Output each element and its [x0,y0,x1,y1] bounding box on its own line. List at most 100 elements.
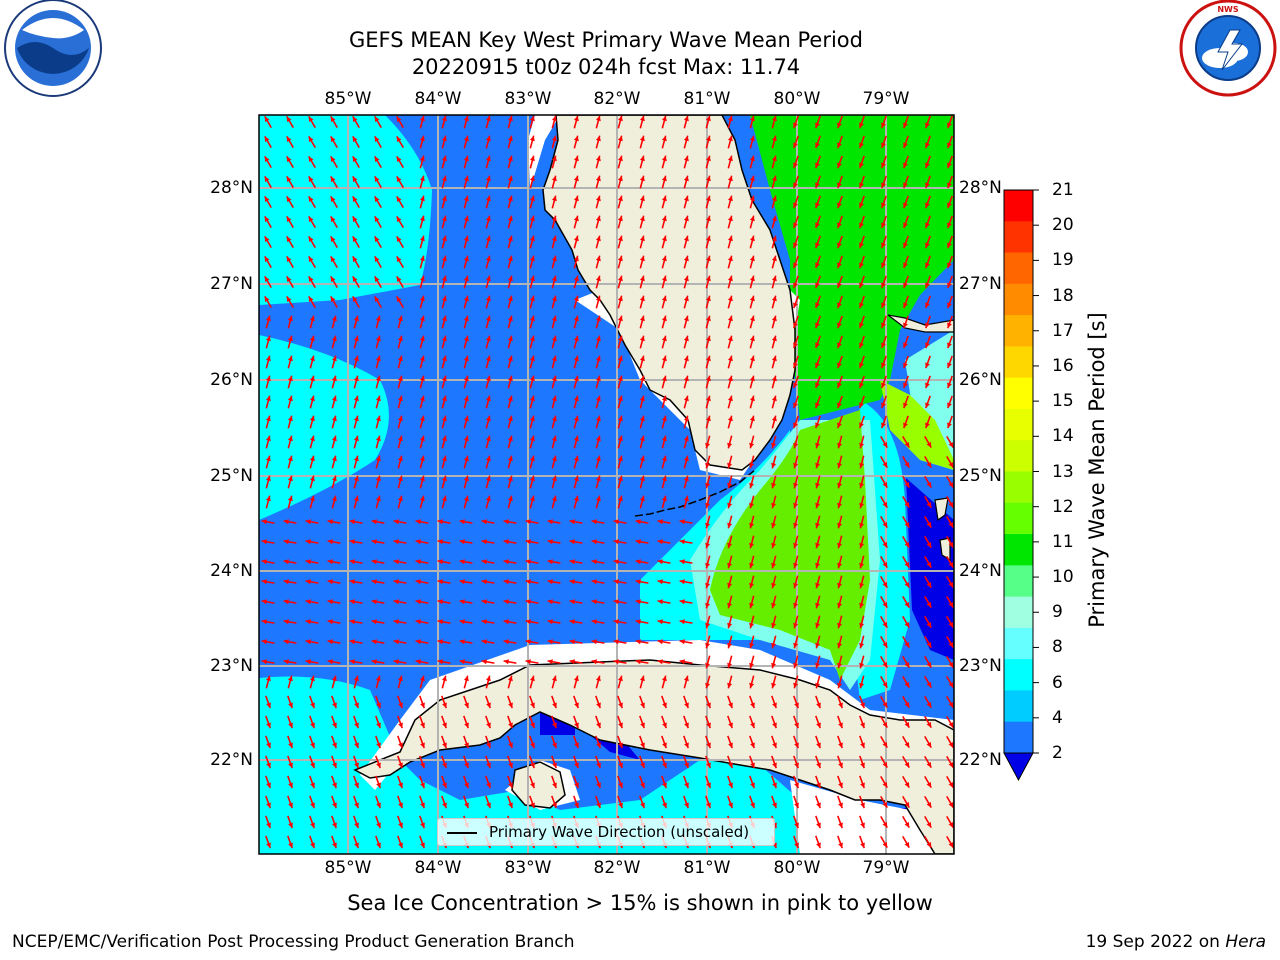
wave-arrow [261,599,275,605]
wave-arrow [727,435,733,449]
wave-arrow [287,835,293,849]
wave-arrow [573,795,579,809]
wave-arrow [880,495,888,509]
wave-arrow [463,415,469,429]
wave-arrow [331,775,337,789]
wave-arrow [771,135,777,149]
wave-arrow [331,355,337,369]
wave-arrow [551,115,557,129]
wave-arrow [481,519,495,525]
wave-arrow [657,639,671,645]
wave-arrow [925,235,931,249]
wave-arrow [283,659,297,665]
wave-arrow [837,735,843,749]
wave-arrow [683,295,689,309]
longitude-label-top: 79°W [862,89,910,109]
wave-arrow [441,315,447,329]
wave-arrow [287,375,293,389]
wave-arrow [661,275,667,289]
wave-arrow [947,175,953,189]
wave-arrow [507,795,513,809]
wave-arrow [657,599,671,605]
wave-arrow [771,615,777,629]
wave-arrow [947,415,953,429]
wave-arrow [396,195,404,209]
wave-arrow [308,215,316,229]
colorbar-tick-label: 19 [1052,250,1074,271]
wave-arrow [657,659,671,665]
wave-arrow [683,735,689,749]
wave-arrow [397,475,403,489]
wave-arrow [661,775,667,789]
wave-arrow [463,355,469,369]
wave-arrow [705,155,711,169]
wave-arrow [503,579,517,585]
wave-arrow [481,559,495,565]
wave-arrow [569,539,583,545]
wave-arrow [793,175,799,189]
wave-arrow [265,455,271,469]
wave-arrow [415,619,429,625]
wave-arrow [507,395,513,409]
wave-arrow [349,599,363,605]
wave-arrow [683,495,689,509]
wave-arrow [261,659,275,665]
wave-arrow [946,635,954,649]
wave-arrow [815,615,821,629]
wave-arrow [327,559,341,565]
wave-arrow [397,335,403,349]
wave-arrow [617,355,623,369]
wave-arrow [749,355,755,369]
wave-arrow [661,115,667,129]
wave-arrow [330,235,338,249]
wave-arrow [617,375,623,389]
wave-arrow [925,215,931,229]
wave-arrow [375,395,381,409]
wave-arrow [441,255,447,269]
longitude-label-bottom: 82°W [593,858,641,878]
wave-arrow [551,275,557,289]
wave-arrow [595,775,601,789]
wave-arrow [617,175,623,189]
wave-arrow [463,295,469,309]
wave-arrow [727,695,733,709]
colorbar-tick-label: 16 [1052,355,1074,376]
wave-arrow [485,195,491,209]
wave-arrow [771,295,777,309]
wave-arrow [946,475,954,489]
wave-arrow [924,455,932,469]
wave-arrow [485,115,491,129]
wave-arrow [393,559,407,565]
wave-arrow [397,435,403,449]
wave-arrow [727,295,733,309]
wave-arrow [397,795,403,809]
wave-arrow [815,795,821,809]
wave-arrow [463,375,469,389]
wave-arrow [286,175,294,189]
wave-arrow [349,619,363,625]
wave-arrow [705,455,711,469]
wave-arrow [415,659,429,665]
wave-arrow [463,175,469,189]
wave-arrow [283,639,297,645]
wave-arrow [374,115,382,129]
wave-arrow [503,519,517,525]
wave-arrow [551,495,557,509]
wave-arrow [287,675,293,689]
wave-arrow [837,675,843,689]
wave-arrow [902,795,910,809]
wave-arrow [613,619,627,625]
wave-arrow [463,755,469,769]
wave-arrow [837,555,843,569]
wave-arrow [375,755,381,769]
wave-arrow [551,695,557,709]
wave-arrow [485,695,491,709]
wave-arrow [287,715,293,729]
wave-arrow [463,795,469,809]
wave-arrow [749,255,755,269]
wave-arrow [859,255,865,269]
wave-arrow [679,599,693,605]
wave-arrow [683,175,689,189]
colorbar-band [1004,221,1033,254]
longitude-label-bottom: 85°W [324,858,372,878]
